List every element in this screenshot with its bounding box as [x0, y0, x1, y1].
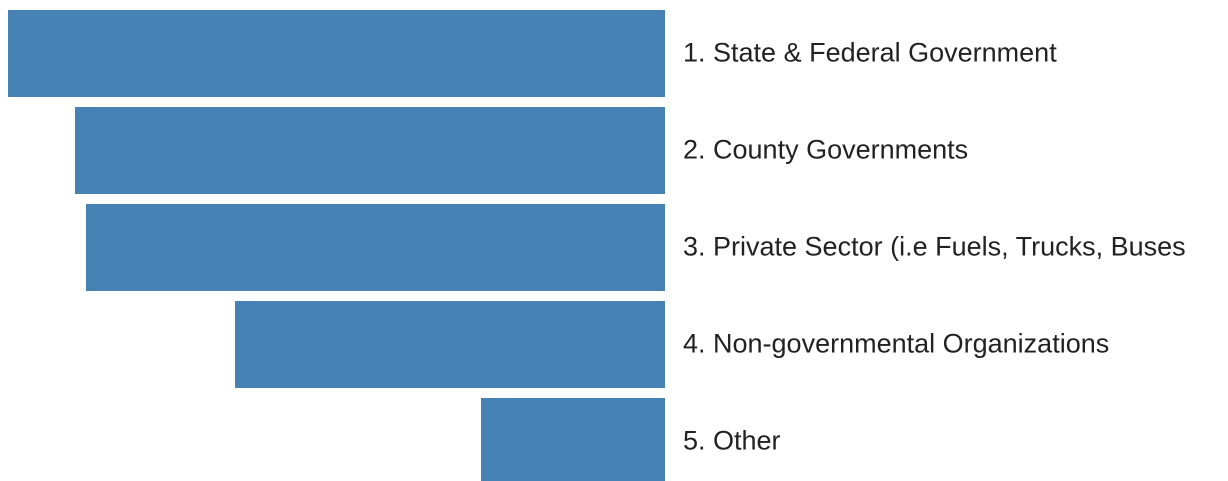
bar — [75, 107, 665, 194]
bar — [86, 204, 665, 291]
bar-label: 2. County Governments — [683, 135, 968, 165]
bar-label: 5. Other — [683, 426, 781, 456]
bar-label: 3. Private Sector (i.e Fuels, Trucks, Bu… — [683, 232, 1186, 262]
bar — [8, 10, 665, 97]
bar-label: 4. Non-governmental Organizations — [683, 329, 1109, 359]
bar-label: 1. State & Federal Government — [683, 38, 1057, 68]
bar — [481, 398, 665, 481]
bar — [235, 301, 665, 388]
